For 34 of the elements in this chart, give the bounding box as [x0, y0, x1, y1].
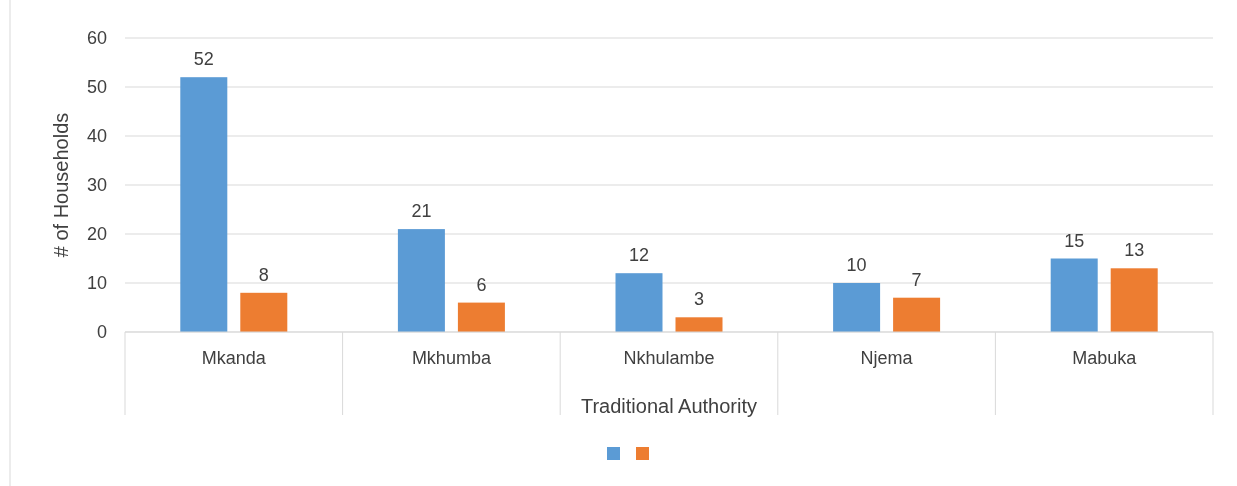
y-tick-label: 20	[86, 224, 107, 245]
y-tick-label: 40	[86, 126, 107, 147]
bar	[615, 273, 663, 332]
data-label: 13	[1124, 240, 1145, 261]
data-label: 21	[411, 201, 432, 222]
data-label: 52	[193, 49, 214, 70]
bar	[180, 77, 228, 332]
bar	[893, 297, 941, 332]
data-label: 6	[476, 274, 487, 295]
y-axis-title: # of Households	[50, 112, 72, 258]
data-label: 3	[693, 289, 705, 310]
y-tick-label: 50	[86, 77, 107, 98]
x-tick-label: Njema	[860, 348, 914, 368]
bar	[1110, 268, 1158, 332]
y-tick-label: 30	[86, 175, 107, 196]
bar	[675, 317, 723, 332]
bar	[833, 283, 881, 332]
x-tick-label: Mkanda	[201, 348, 267, 368]
x-axis-title: Traditional Authority	[580, 395, 758, 417]
data-label: 8	[258, 264, 269, 285]
data-label: 7	[911, 269, 922, 290]
y-tick-label: 60	[86, 28, 107, 49]
y-tick-label: 0	[96, 322, 107, 343]
x-tick-label: Mkhumba	[411, 348, 492, 368]
x-tick-label: Mabuka	[1072, 348, 1138, 368]
bar	[457, 302, 505, 332]
x-tick-label: Nkhulambe	[623, 348, 715, 368]
bar	[397, 229, 445, 332]
data-label: 12	[628, 245, 650, 266]
data-label: 10	[846, 255, 867, 275]
bar	[1050, 258, 1098, 332]
data-label: 15	[1064, 230, 1085, 251]
y-tick-label: 10	[86, 273, 107, 294]
bar	[240, 292, 288, 332]
